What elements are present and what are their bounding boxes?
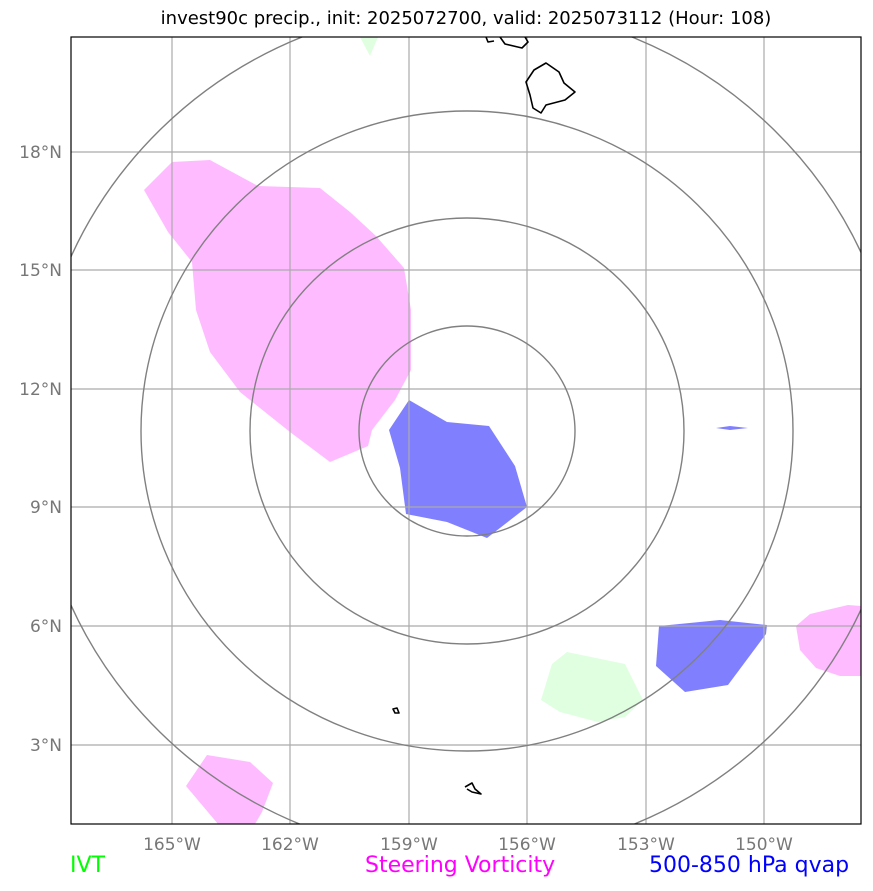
qvap-patch (656, 620, 767, 692)
lat-label: 15°N (19, 261, 62, 281)
qvap-field (389, 400, 767, 692)
ivt-patch (541, 652, 643, 722)
qvap-patch (716, 426, 748, 430)
legend-steering-vorticity: Steering Vorticity (365, 853, 556, 878)
gridlines (71, 37, 861, 824)
lat-label: 12°N (19, 380, 62, 400)
lon-label: 162°W (261, 835, 319, 855)
distance-rings (71, 37, 861, 824)
vorticity-patch (144, 160, 411, 462)
coastlines (392, 37, 576, 795)
lon-label: 153°W (617, 835, 675, 855)
lat-label: 9°N (30, 498, 62, 518)
lon-label: 150°W (735, 835, 793, 855)
atoll-small (392, 707, 400, 714)
kahoolawe (485, 37, 495, 43)
ivt-field (360, 37, 643, 722)
lat-label: 6°N (30, 617, 62, 637)
lat-label: 18°N (19, 143, 62, 163)
qvap-patch (389, 400, 527, 538)
atoll-palmyra (464, 782, 482, 795)
lon-labels: 165°W 162°W 159°W 156°W 153°W 150°W (143, 835, 793, 855)
lon-label: 159°W (380, 835, 438, 855)
lon-label: 156°W (498, 835, 556, 855)
lat-labels: 3°N 6°N 9°N 12°N 15°N 18°N (19, 143, 62, 756)
lon-label: 165°W (143, 835, 201, 855)
legend-qvap: 500-850 hPa qvap (649, 853, 850, 878)
lat-label: 3°N (30, 736, 62, 756)
maui (499, 37, 529, 49)
map-area (71, 37, 861, 824)
map-frame (70, 36, 862, 825)
hawaii-big-island (525, 62, 576, 114)
map-title: invest90c precip., init: 2025072700, val… (160, 8, 772, 29)
ivt-patch (360, 37, 378, 56)
legend-ivt: IVT (70, 853, 105, 878)
vorticity-patch (796, 605, 861, 676)
